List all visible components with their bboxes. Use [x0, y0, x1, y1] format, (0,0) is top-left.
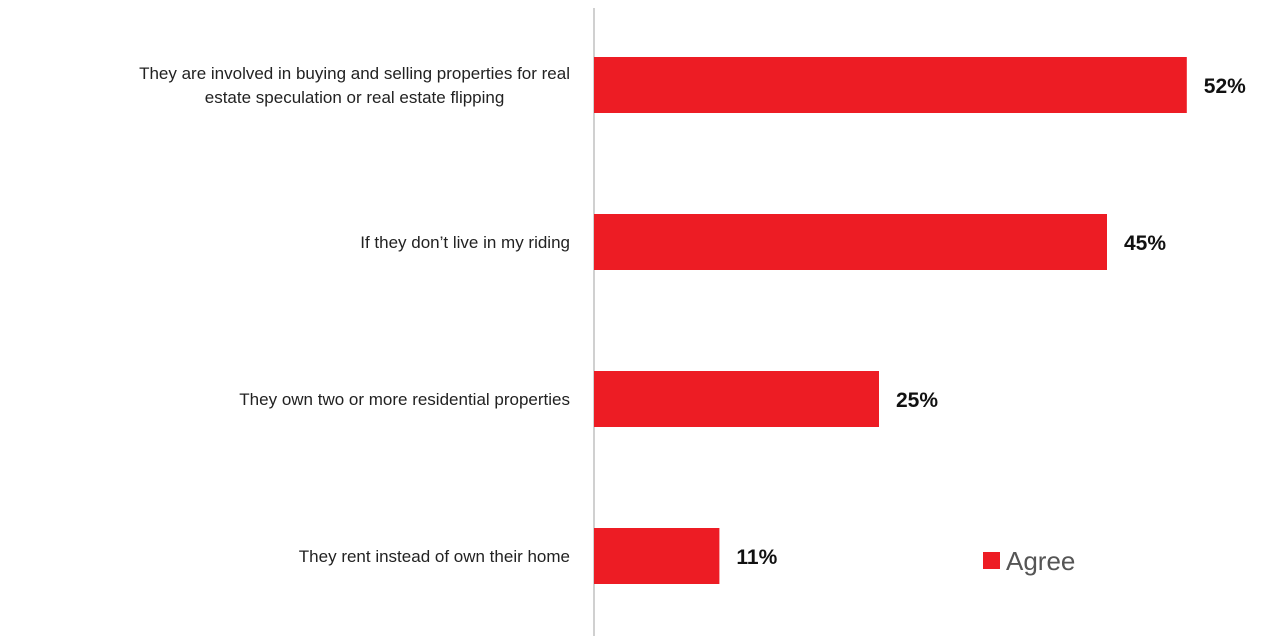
category-label-2: If they don’t live in my riding	[360, 233, 570, 252]
bar-3	[594, 371, 879, 427]
category-label-1: They are involved in buying and selling …	[139, 64, 570, 107]
category-label-3: They own two or more residential propert…	[239, 390, 570, 409]
legend: Agree	[983, 546, 1075, 576]
bar-1	[594, 57, 1187, 113]
value-label-2: 45%	[1124, 232, 1166, 255]
value-label-4: 11%	[736, 546, 777, 569]
category-label-line: estate speculation or real estate flippi…	[205, 88, 505, 107]
value-label-1: 52%	[1204, 75, 1246, 98]
bars-layer	[594, 57, 1187, 584]
category-label-line: They own two or more residential propert…	[239, 390, 570, 409]
category-label-line: They rent instead of own their home	[299, 547, 570, 566]
category-label-4: They rent instead of own their home	[299, 547, 570, 566]
legend-swatch	[983, 552, 1000, 569]
bar-2	[594, 214, 1107, 270]
value-labels: 52% 45% 25% 11%	[736, 75, 1246, 569]
legend-label-agree: Agree	[1006, 546, 1075, 576]
bar-4	[594, 528, 720, 584]
category-label-line: If they don’t live in my riding	[360, 233, 570, 252]
category-label-line: They are involved in buying and selling …	[139, 64, 570, 83]
value-label-3: 25%	[896, 389, 938, 412]
category-labels: They are involved in buying and selling …	[139, 64, 570, 566]
